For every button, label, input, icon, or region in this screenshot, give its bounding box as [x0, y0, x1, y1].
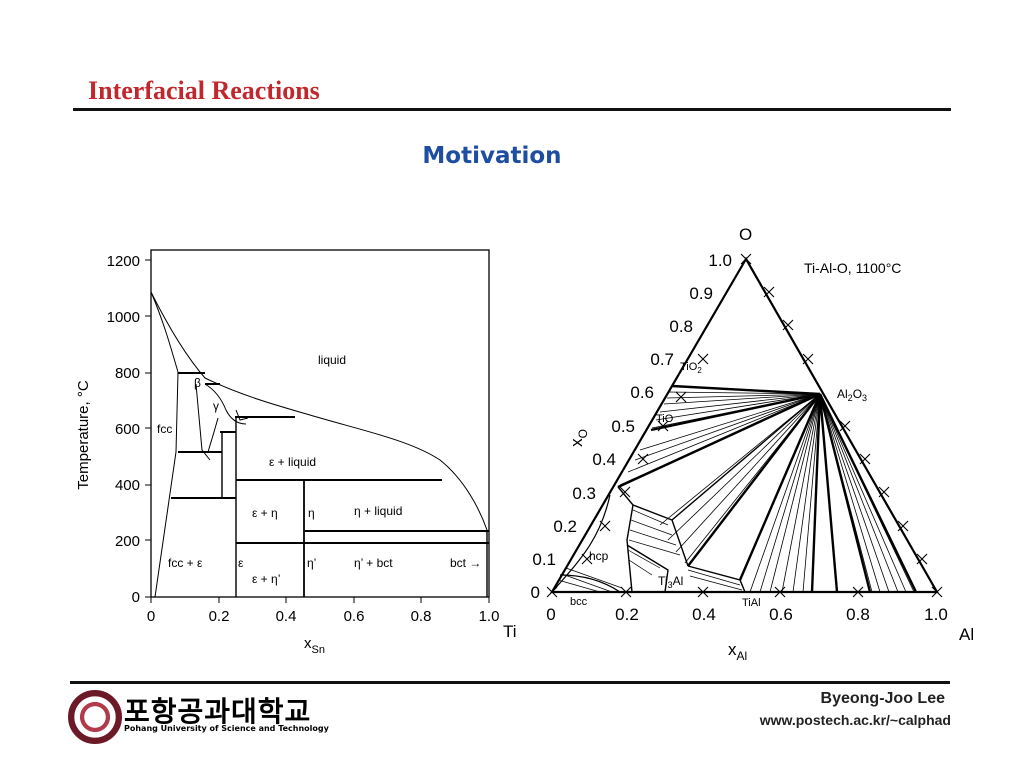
- hcp-ti3al-boundaries: [617, 393, 821, 593]
- phase-label-hcp: hcp: [589, 549, 609, 563]
- o-tick-label: 0.8: [669, 317, 693, 336]
- university-name-english: Pohang University of Science and Technol…: [124, 724, 329, 733]
- phase-label-bcc: bcc: [570, 596, 588, 608]
- beta-boundary: [195, 383, 211, 461]
- o-tick-label: 0.7: [650, 350, 674, 369]
- x-axis-label: xAl: [728, 640, 747, 663]
- liquidus-curve: [150, 291, 488, 531]
- three-phase-boundaries: [617, 384, 918, 593]
- y-tick-label: 400: [115, 477, 140, 494]
- phase-label-gamma: γ: [213, 399, 219, 413]
- y-tick-label: 1200: [107, 253, 140, 270]
- phase-label-eta-prime: η’: [307, 556, 316, 570]
- fcc-solvus: [154, 371, 179, 598]
- phase-label-tio: TiO: [656, 413, 674, 425]
- phase-label-beta: β: [194, 376, 201, 390]
- phase-label-eps-eta-prime: ε + η’: [252, 572, 280, 586]
- phase-label-fcc: fcc: [157, 422, 172, 436]
- o-tick-label: 1.0: [708, 251, 732, 270]
- o-tick-label: 0.3: [572, 484, 596, 503]
- x-tick-label: 0.8: [411, 608, 432, 625]
- y-tick-label: 200: [115, 533, 140, 550]
- vertex-label-right: Al: [959, 625, 974, 644]
- vertex-label-left: Ti: [503, 622, 517, 641]
- al-tick-label: 0: [546, 605, 555, 624]
- title-divider: [73, 108, 951, 111]
- phase-label-tio2: TiO2: [680, 361, 702, 375]
- gamma-boundary: [204, 383, 247, 425]
- university-name-korean: 포항공과대학교: [124, 695, 312, 728]
- al-tick-label: 0.4: [692, 605, 716, 624]
- al-tick-label: 0.2: [615, 605, 639, 624]
- fcc-solidus-curve: [150, 291, 179, 373]
- phase-label-eps: ε: [238, 556, 244, 570]
- phase-label-ti3al: Ti3Al: [658, 574, 683, 590]
- o-tick-label: 0.4: [592, 450, 616, 469]
- y-tick-label: 0: [132, 589, 140, 606]
- al-tick-label: 0.8: [846, 605, 870, 624]
- university-seal-icon: [68, 690, 122, 744]
- o-tick-label: 0.2: [553, 517, 577, 536]
- slide-subtitle: Motivation: [422, 143, 562, 169]
- website-url: www.postech.ac.kr/~calphad: [759, 712, 951, 728]
- x-tick-label: 0.6: [344, 608, 365, 625]
- phase-label-eta: η: [308, 506, 315, 520]
- slide-title: Interfacial Reactions: [88, 76, 320, 105]
- phase-label-tial: TiAl: [742, 597, 761, 609]
- binary-phase-diagram: 0 200 400 600 800 1000 1200 0 0.2 0.4 0.…: [75, 249, 500, 656]
- y-tick-label: 600: [115, 421, 140, 438]
- phase-label-eps-eta: ε + η: [252, 506, 278, 520]
- hcp-ti3al-hatching: [557, 509, 743, 593]
- ternary-triangle: [550, 256, 939, 594]
- footer-divider: [70, 681, 950, 684]
- phase-label-bct: bct →: [450, 556, 481, 570]
- o-tick-label: 0.5: [611, 417, 635, 436]
- phase-label-al2o3: Al2O3: [837, 387, 867, 403]
- x-axis-label: xSn: [304, 635, 325, 656]
- y-tick-label: 800: [115, 365, 140, 382]
- binary-ticks: [145, 259, 490, 603]
- al-tick-label: 0.6: [769, 605, 793, 624]
- ternary-tick-marks: [546, 253, 943, 598]
- o-tick-label: 0.6: [630, 383, 654, 402]
- author-name: Byeong-Joo Lee: [820, 690, 945, 707]
- phase-label-eta-liquid: η + liquid: [354, 504, 402, 518]
- phase-label-fcc-eps: fcc + ε: [168, 556, 203, 570]
- binary-plot-frame: [150, 249, 490, 598]
- phase-label-eta-prime-bct: η’ + bct: [354, 556, 393, 570]
- x-tick-label: 0: [147, 608, 155, 625]
- o-tick-label: 0.1: [532, 550, 556, 569]
- phase-label-eps-liquid: ε + liquid: [269, 455, 316, 469]
- y-axis-label: Temperature, °C: [75, 380, 92, 490]
- y-axis-label: xO: [567, 429, 590, 447]
- phase-label-liquid: liquid: [318, 353, 346, 367]
- gamma-right-boundary: [235, 409, 249, 421]
- vertex-label-top: O: [739, 225, 752, 244]
- o-tick-label: 0.9: [689, 284, 713, 303]
- x-tick-label: 0.2: [209, 608, 230, 625]
- x-tick-label: 0.4: [276, 608, 297, 625]
- al-tick-label: 1.0: [924, 605, 948, 624]
- ternary-phase-diagram: 0 0.1 0.2 0.3 0.4 0.5 0.6 0.7 0.8 0.9 1.…: [503, 225, 974, 663]
- o-tick-label: 0: [531, 583, 540, 602]
- gamma-left-boundary: [207, 417, 219, 453]
- y-tick-label: 1000: [107, 309, 140, 326]
- bcc-boundary: [551, 494, 621, 593]
- ternary-title: Ti-Al-O, 1100°C: [804, 260, 901, 276]
- x-tick-label: 1.0: [479, 608, 500, 625]
